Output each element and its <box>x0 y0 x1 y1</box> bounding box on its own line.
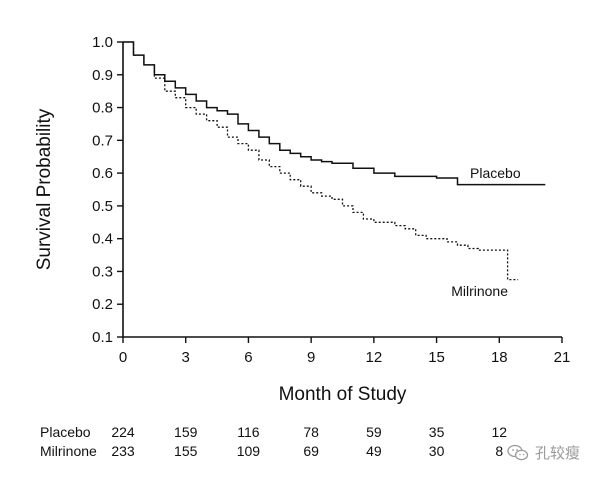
risk-count: 155 <box>174 443 198 459</box>
y-tick-label: 0.2 <box>92 296 113 313</box>
x-tick-label: 21 <box>554 349 571 366</box>
y-axis-ticks: 1.0 0.9 0.8 0.7 0.6 0.5 0.4 0.3 0.2 0.1 <box>92 34 123 346</box>
risk-count: 35 <box>429 424 445 440</box>
risk-count: 59 <box>366 424 382 440</box>
risk-count: 109 <box>237 443 261 459</box>
y-tick-label: 0.3 <box>92 263 113 280</box>
x-axis-ticks: 0 3 6 9 12 15 18 21 <box>119 337 571 366</box>
y-tick-label: 0.6 <box>92 165 113 182</box>
x-tick-label: 15 <box>428 349 445 366</box>
risk-count: 233 <box>111 443 135 459</box>
risk-count: 224 <box>111 424 135 440</box>
risk-row-label: Milrinone <box>40 443 97 459</box>
y-tick-label: 0.8 <box>92 100 113 117</box>
x-tick-label: 12 <box>366 349 383 366</box>
x-tick-label: 9 <box>307 349 315 366</box>
number-at-risk-table: Placebo 224 159 116 78 59 35 12 Milrinone 233 155 1… <box>40 424 507 459</box>
wechat-icon <box>507 444 529 460</box>
y-tick-label: 0.1 <box>92 329 113 346</box>
risk-count: 159 <box>174 424 198 440</box>
x-tick-label: 6 <box>244 349 252 366</box>
x-tick-label: 18 <box>491 349 508 366</box>
y-tick-label: 0.4 <box>92 231 113 248</box>
risk-row-label: Placebo <box>40 424 91 440</box>
x-axis-title: Month of Study <box>279 384 407 405</box>
risk-count: 49 <box>366 443 382 459</box>
milrinone-survival-curve <box>123 41 519 281</box>
y-tick-label: 1.0 <box>92 34 113 51</box>
x-tick-label: 3 <box>182 349 190 366</box>
risk-count: 78 <box>303 424 319 440</box>
y-tick-label: 0.9 <box>92 67 113 84</box>
watermark: 孔较瘦 <box>507 442 580 463</box>
watermark-text: 孔较瘦 <box>534 445 580 462</box>
risk-count: 69 <box>303 443 319 459</box>
x-tick-label: 0 <box>119 349 127 366</box>
milrinone-curve-label: Milrinone <box>451 283 508 299</box>
risk-count: 12 <box>491 424 507 440</box>
y-axis-title: Survival Probability <box>34 108 55 270</box>
survival-curves <box>123 41 546 281</box>
placebo-curve-label: Placebo <box>470 165 521 181</box>
risk-count: 116 <box>237 424 260 440</box>
y-tick-label: 0.5 <box>92 198 113 215</box>
placebo-survival-curve <box>123 41 546 186</box>
y-tick-label: 0.7 <box>92 132 113 149</box>
risk-count: 8 <box>495 443 503 459</box>
risk-count: 30 <box>429 443 445 459</box>
